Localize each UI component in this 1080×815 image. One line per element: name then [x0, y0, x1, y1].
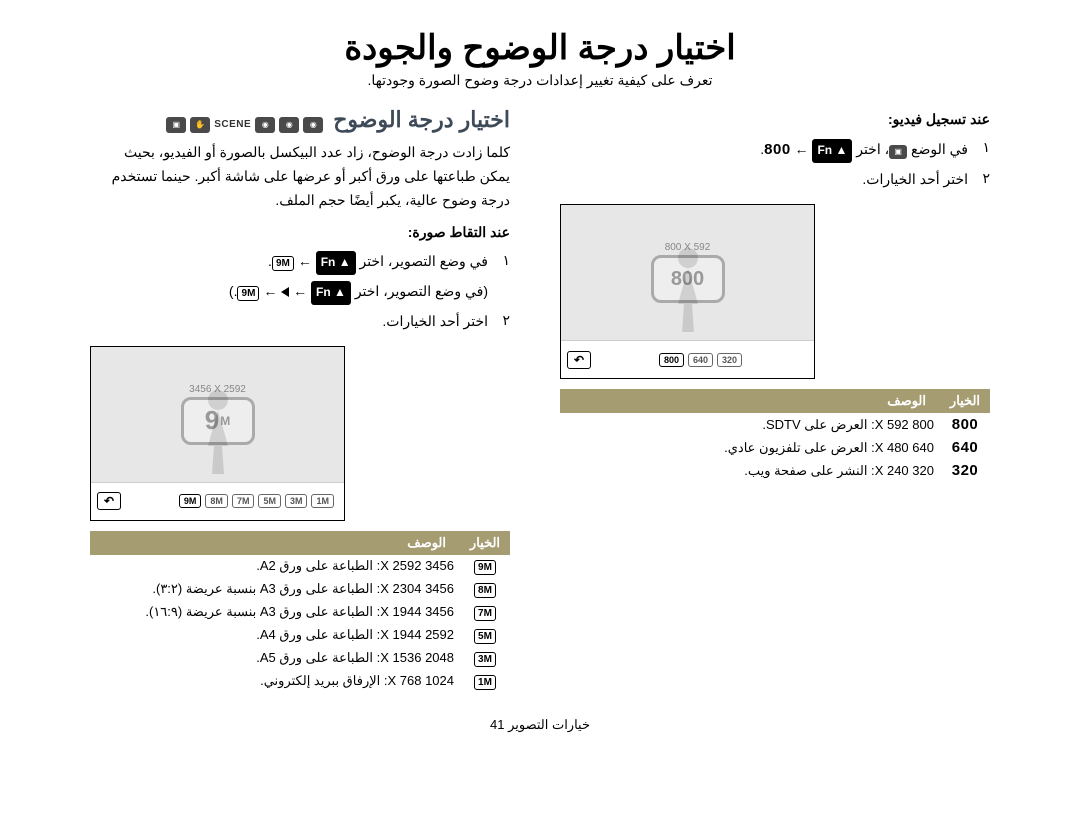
step-number: ٢: [496, 309, 510, 334]
size-thumbs-photo: 9M 8M 7M 5M 3M 1M: [127, 494, 338, 508]
camera-icon: ◉: [279, 117, 299, 133]
video-options-table: الخيار الوصف 800 800 X 592: العرض على SD…: [560, 389, 990, 482]
opt-5m: 5M: [474, 629, 496, 644]
video-icon: ▣: [166, 117, 186, 133]
back-button[interactable]: ↶: [567, 351, 591, 369]
opt-9m: 9M: [474, 560, 496, 575]
step-number: ٢: [976, 167, 990, 192]
step-text: اختر أحد الخيارات.: [382, 309, 488, 334]
thumb-1m[interactable]: 1M: [311, 494, 334, 508]
thumb-800[interactable]: 800: [659, 353, 684, 367]
video-mode-icon: ▣: [889, 145, 907, 159]
photo-label: عند التقاط صورة:: [90, 224, 510, 241]
th-option: الخيار: [460, 531, 510, 555]
silhouette-icon: [194, 386, 242, 476]
hand-icon: ✋: [190, 117, 210, 133]
thumb-9m[interactable]: 9M: [179, 494, 202, 508]
fn-up-badge: Fn ▲: [311, 281, 351, 305]
step-text: اختر أحد الخيارات.: [862, 167, 968, 192]
desc-5m: 2592 X 1944: الطباعة على ورق A4.: [90, 624, 460, 647]
scene-label: SCENE: [214, 119, 251, 130]
opt-7m: 7M: [474, 606, 496, 621]
thumb-640[interactable]: 640: [688, 353, 713, 367]
section-heading: اختيار درجة الوضوح: [333, 107, 510, 133]
arrow-right-icon: [281, 287, 289, 297]
photo-options-table: الخيار الوصف 9M 3456 X 2592: الطباعة على…: [90, 531, 510, 693]
fn-up-badge: Fn ▲: [812, 139, 852, 163]
size-9m-badge: 9M: [237, 286, 259, 301]
desc-320: 320 X 240: النشر على صفحة ويب.: [560, 459, 940, 482]
lcd-preview-photo: 3456 X 2592 9M ↶ 9M 8M 7M 5M 3M 1M: [90, 346, 345, 521]
lcd-preview-video: 800 X 592 800 ↶ 800 640 320: [560, 204, 815, 379]
back-button[interactable]: ↶: [97, 492, 121, 510]
step-text: في وضع التصوير، اختر: [359, 253, 488, 269]
thumb-3m[interactable]: 3M: [285, 494, 308, 508]
lcd-wrap: 800 X 592 800 ↶ 800 640 320: [560, 196, 990, 379]
video-label: عند تسجيل فيديو:: [560, 111, 990, 128]
two-column-layout: اختيار درجة الوضوح ◉ ◉ ◉ SCENE ✋ ▣ كلما …: [90, 107, 990, 693]
video-step-1: ١ في الوضع ▣، اختر Fn ▲ ← 800.: [560, 136, 990, 163]
mode-icons: ◉ ◉ ◉ SCENE ✋ ▣: [166, 117, 323, 133]
thumb-320[interactable]: 320: [717, 353, 742, 367]
lcd-wrap: 3456 X 2592 9M ↶ 9M 8M 7M 5M 3M 1M: [90, 338, 510, 521]
fn-up-badge: Fn ▲: [316, 251, 356, 275]
thumb-7m[interactable]: 7M: [232, 494, 255, 508]
camera-icon: ◉: [303, 117, 323, 133]
desc-640: 640 X 480: العرض على تلفزيون عادي.: [560, 436, 940, 459]
silhouette-icon: [664, 244, 712, 334]
section-body: كلما زادت درجة الوضوح، زاد عدد البيكسل ب…: [90, 141, 510, 212]
th-desc: الوصف: [560, 389, 940, 413]
opt-3m: 3M: [474, 652, 496, 667]
desc-800: 800 X 592: العرض على SDTV.: [560, 413, 940, 436]
page-title: اختيار درجة الوضوح والجودة: [90, 28, 990, 68]
step-text: في الوضع: [911, 141, 968, 157]
video-step-2: ٢ اختر أحد الخيارات.: [560, 167, 990, 192]
th-option: الخيار: [940, 389, 990, 413]
th-desc: الوصف: [90, 531, 460, 555]
step-number: ١: [496, 249, 510, 275]
page-intro: تعرف على كيفية تغيير إعدادات درجة وضوح ا…: [90, 72, 990, 89]
size-800-inline: 800: [764, 136, 791, 163]
camera-icon: ◉: [255, 117, 275, 133]
size-9m-badge: 9M: [272, 256, 294, 271]
desc-9m: 3456 X 2592: الطباعة على ورق A2.: [90, 555, 460, 578]
page-footer: خيارات التصوير 41: [90, 717, 990, 733]
column-resolution: اختيار درجة الوضوح ◉ ◉ ◉ SCENE ✋ ▣ كلما …: [90, 107, 510, 693]
step-number: ١: [976, 136, 990, 163]
desc-7m: 3456 X 1944: الطباعة على ورق A3 بنسبة عر…: [90, 601, 460, 624]
desc-1m: 1024 X 768: الإرفاق ببريد إلكتروني.: [90, 670, 460, 693]
desc-8m: 3456 X 2304: الطباعة على ورق A3 بنسبة عر…: [90, 578, 460, 601]
step-1: ١ في وضع التصوير، اختر Fn ▲ ← 9M.: [90, 249, 510, 275]
step-2: ٢ اختر أحد الخيارات.: [90, 309, 510, 334]
opt-8m: 8M: [474, 583, 496, 598]
opt-800: 800: [952, 416, 979, 433]
opt-640: 640: [952, 439, 979, 456]
size-thumbs-video: 800 640 320: [597, 353, 808, 367]
thumb-8m[interactable]: 8M: [205, 494, 228, 508]
thumb-5m[interactable]: 5M: [258, 494, 281, 508]
opt-320: 320: [952, 462, 979, 479]
step-1-alt: (في وضع التصوير، اختر Fn ▲ ← ← 9M.): [90, 279, 488, 305]
opt-1m: 1M: [474, 675, 496, 690]
column-video: عند تسجيل فيديو: ١ في الوضع ▣، اختر Fn ▲…: [560, 107, 990, 693]
desc-3m: 2048 X 1536: الطباعة على ورق A5.: [90, 647, 460, 670]
